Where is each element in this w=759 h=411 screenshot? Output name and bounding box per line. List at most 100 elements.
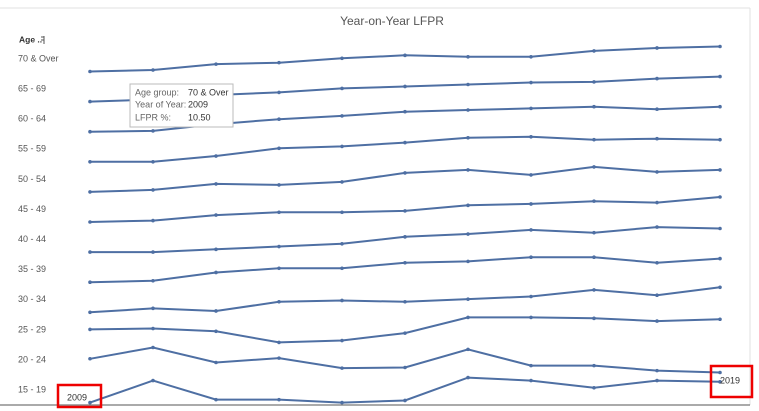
data-point xyxy=(340,56,344,61)
row-label: 35 - 39 xyxy=(18,264,46,274)
data-point xyxy=(529,255,533,259)
series-line xyxy=(89,45,721,73)
sort-icon[interactable] xyxy=(41,36,45,44)
data-point xyxy=(277,60,281,65)
data-point xyxy=(151,218,155,223)
data-point xyxy=(151,345,155,350)
data-point xyxy=(214,62,218,66)
data-point xyxy=(529,202,533,206)
data-point xyxy=(592,385,596,390)
data-point xyxy=(529,363,533,368)
data-point xyxy=(718,317,722,322)
data-point xyxy=(277,340,281,345)
data-point xyxy=(340,241,344,246)
data-point xyxy=(214,360,218,365)
data-point xyxy=(529,228,533,232)
series-line xyxy=(90,226,721,254)
tooltip-box xyxy=(129,83,234,128)
data-point xyxy=(529,80,533,85)
data-point xyxy=(151,250,155,254)
data-point xyxy=(592,137,596,142)
data-point xyxy=(466,259,470,264)
row-label: 65 - 69 xyxy=(18,83,46,93)
data-point xyxy=(214,213,218,217)
highlight-box xyxy=(56,383,103,409)
data-point xyxy=(592,165,596,169)
data-point xyxy=(466,375,470,380)
tooltip-value: 70 & Over xyxy=(188,87,229,97)
data-point xyxy=(214,270,218,275)
row-label: 45 - 49 xyxy=(18,204,46,214)
row-label: 70 & Over xyxy=(18,53,59,63)
data-point xyxy=(403,235,407,239)
data-point xyxy=(151,279,155,283)
data-point xyxy=(718,380,722,384)
tooltip-value: 10.50 xyxy=(188,112,211,122)
data-point xyxy=(466,108,470,112)
data-point xyxy=(403,109,407,114)
data-point xyxy=(718,285,722,290)
end-year-label: 2019 xyxy=(720,375,740,385)
highlight-box xyxy=(709,364,754,399)
data-point xyxy=(88,310,92,315)
data-point xyxy=(88,250,92,254)
row-label: 55 - 59 xyxy=(18,144,46,154)
data-point xyxy=(277,266,281,271)
data-point xyxy=(466,232,470,236)
data-point xyxy=(151,378,155,383)
data-point xyxy=(718,137,722,142)
data-point xyxy=(214,247,218,252)
data-point xyxy=(277,90,281,95)
data-point xyxy=(340,266,344,271)
data-point xyxy=(592,363,596,368)
plot: 70 & Over 65 - 69 60 - 64 55 - 59 50 - 54 45 … xyxy=(18,44,722,405)
tooltip-label: LFPR %: xyxy=(135,112,171,122)
data-point xyxy=(592,199,596,203)
data-point xyxy=(88,220,92,224)
data-point xyxy=(403,398,407,403)
data-point xyxy=(151,306,155,311)
data-point xyxy=(718,168,722,172)
series-line xyxy=(90,135,721,163)
data-point xyxy=(277,117,281,121)
data-point xyxy=(592,255,596,259)
data-point xyxy=(403,84,407,89)
series-line xyxy=(89,316,721,344)
series-line xyxy=(89,256,721,284)
data-point xyxy=(214,397,218,402)
data-point xyxy=(592,49,596,53)
data-point xyxy=(403,209,407,213)
data-point xyxy=(718,226,722,231)
data-point xyxy=(655,225,659,229)
data-point xyxy=(151,129,155,133)
data-point xyxy=(718,256,722,261)
data-point xyxy=(655,46,659,50)
data-point xyxy=(655,319,659,323)
data-point xyxy=(718,44,722,49)
data-point xyxy=(277,210,281,215)
row-header[interactable]: Age .. xyxy=(19,34,42,44)
row-label: 40 - 44 xyxy=(18,234,46,244)
data-point xyxy=(592,316,596,321)
series-line xyxy=(89,165,721,193)
data-point xyxy=(655,378,659,383)
data-point xyxy=(592,288,596,292)
data-point xyxy=(655,170,659,174)
data-point xyxy=(277,397,281,402)
data-point xyxy=(466,82,470,87)
data-point xyxy=(214,309,218,313)
data-point xyxy=(340,366,344,370)
data-point xyxy=(88,190,92,194)
start-year-label: 2009 xyxy=(67,392,87,402)
data-point xyxy=(718,104,722,109)
data-point xyxy=(340,144,344,149)
data-point xyxy=(340,400,344,405)
data-point xyxy=(529,294,533,299)
data-point xyxy=(718,74,722,79)
data-point xyxy=(88,99,92,104)
data-point xyxy=(655,293,659,297)
row-label: 20 - 24 xyxy=(18,354,46,364)
data-point xyxy=(655,200,659,205)
data-point xyxy=(655,76,659,81)
